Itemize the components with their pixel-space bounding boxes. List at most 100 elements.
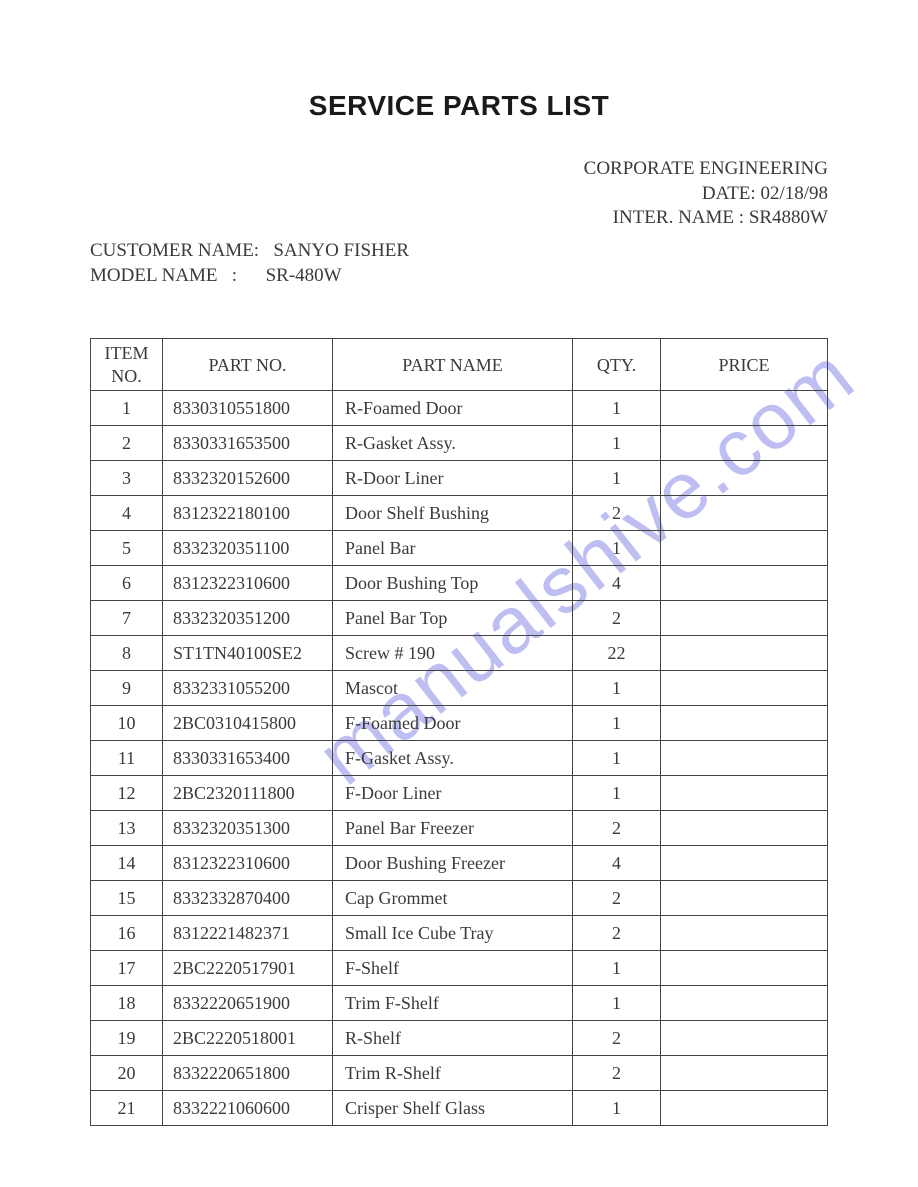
cell-part-name: Trim F-Shelf xyxy=(333,986,573,1021)
corporate-line: CORPORATE ENGINEERING xyxy=(90,157,828,182)
cell-qty: 2 xyxy=(573,496,661,531)
cell-part-name: Door Bushing Top xyxy=(333,566,573,601)
cell-price xyxy=(661,566,828,601)
col-header-qty: QTY. xyxy=(573,339,661,391)
cell-item-no: 4 xyxy=(91,496,163,531)
cell-part-no: 8332220651900 xyxy=(163,986,333,1021)
cell-price xyxy=(661,811,828,846)
cell-item-no: 15 xyxy=(91,881,163,916)
cell-price xyxy=(661,1056,828,1091)
cell-price xyxy=(661,531,828,566)
cell-part-name: F-Foamed Door xyxy=(333,706,573,741)
table-row: 118330331653400F-Gasket Assy.1 xyxy=(91,741,828,776)
cell-item-no: 7 xyxy=(91,601,163,636)
table-row: 188332220651900Trim F-Shelf1 xyxy=(91,986,828,1021)
cell-price xyxy=(661,776,828,811)
cell-qty: 1 xyxy=(573,741,661,776)
cell-part-no: 8330331653500 xyxy=(163,426,333,461)
cell-price xyxy=(661,881,828,916)
cell-item-no: 10 xyxy=(91,706,163,741)
cell-part-no: 8312322310600 xyxy=(163,846,333,881)
cell-price xyxy=(661,1021,828,1056)
table-row: 192BC2220518001R-Shelf2 xyxy=(91,1021,828,1056)
cell-item-no: 9 xyxy=(91,671,163,706)
cell-part-name: F-Door Liner xyxy=(333,776,573,811)
table-row: 208332220651800Trim R-Shelf2 xyxy=(91,1056,828,1091)
cell-price xyxy=(661,846,828,881)
table-row: 102BC0310415800F-Foamed Door1 xyxy=(91,706,828,741)
table-row: 68312322310600Door Bushing Top4 xyxy=(91,566,828,601)
cell-part-name: R-Door Liner xyxy=(333,461,573,496)
cell-part-name: Panel Bar Freezer xyxy=(333,811,573,846)
cell-qty: 2 xyxy=(573,881,661,916)
cell-price xyxy=(661,636,828,671)
cell-item-no: 12 xyxy=(91,776,163,811)
customer-name-line: CUSTOMER NAME: SANYO FISHER xyxy=(90,239,828,264)
cell-part-name: Crisper Shelf Glass xyxy=(333,1091,573,1126)
cell-item-no: 3 xyxy=(91,461,163,496)
table-row: 138332320351300Panel Bar Freezer2 xyxy=(91,811,828,846)
cell-price xyxy=(661,601,828,636)
cell-qty: 1 xyxy=(573,776,661,811)
table-row: 172BC2220517901F-Shelf1 xyxy=(91,951,828,986)
cell-qty: 2 xyxy=(573,811,661,846)
cell-item-no: 18 xyxy=(91,986,163,1021)
cell-part-name: Door Shelf Bushing xyxy=(333,496,573,531)
inter-name-label: INTER. NAME : xyxy=(613,207,744,228)
cell-item-no: 13 xyxy=(91,811,163,846)
cell-part-no: 2BC2220517901 xyxy=(163,951,333,986)
customer-name-value: SANYO FISHER xyxy=(273,239,409,264)
cell-qty: 2 xyxy=(573,1021,661,1056)
inter-name-line: INTER. NAME : SR4880W xyxy=(90,206,828,231)
table-row: 168312221482371Small Ice Cube Tray2 xyxy=(91,916,828,951)
table-row: 78332320351200Panel Bar Top2 xyxy=(91,601,828,636)
col-header-price: PRICE xyxy=(661,339,828,391)
cell-part-no: 8332320351100 xyxy=(163,531,333,566)
cell-qty: 2 xyxy=(573,916,661,951)
cell-part-name: Door Bushing Freezer xyxy=(333,846,573,881)
date-value: 02/18/98 xyxy=(760,183,828,204)
cell-part-no: 2BC0310415800 xyxy=(163,706,333,741)
cell-qty: 1 xyxy=(573,951,661,986)
cell-part-no: 8332221060600 xyxy=(163,1091,333,1126)
cell-part-name: Panel Bar xyxy=(333,531,573,566)
header-right-block: CORPORATE ENGINEERING DATE: 02/18/98 INT… xyxy=(90,157,828,231)
cell-qty: 1 xyxy=(573,531,661,566)
cell-item-no: 6 xyxy=(91,566,163,601)
cell-part-no: 8330331653400 xyxy=(163,741,333,776)
model-name-line: MODEL NAME : SR-480W xyxy=(90,264,828,289)
cell-item-no: 5 xyxy=(91,531,163,566)
cell-part-no: 8332331055200 xyxy=(163,671,333,706)
cell-item-no: 11 xyxy=(91,741,163,776)
cell-price xyxy=(661,916,828,951)
cell-part-name: R-Shelf xyxy=(333,1021,573,1056)
cell-part-name: Panel Bar Top xyxy=(333,601,573,636)
cell-item-no: 17 xyxy=(91,951,163,986)
cell-part-no: 8312322310600 xyxy=(163,566,333,601)
cell-price xyxy=(661,951,828,986)
table-row: 48312322180100Door Shelf Bushing2 xyxy=(91,496,828,531)
cell-item-no: 20 xyxy=(91,1056,163,1091)
cell-price xyxy=(661,1091,828,1126)
cell-qty: 1 xyxy=(573,391,661,426)
cell-part-no: 8332320351300 xyxy=(163,811,333,846)
cell-part-name: F-Gasket Assy. xyxy=(333,741,573,776)
cell-part-name: Screw # 190 xyxy=(333,636,573,671)
cell-qty: 4 xyxy=(573,846,661,881)
cell-part-no: 8330310551800 xyxy=(163,391,333,426)
document-title: SERVICE PARTS LIST xyxy=(90,90,828,122)
cell-part-name: Small Ice Cube Tray xyxy=(333,916,573,951)
cell-qty: 4 xyxy=(573,566,661,601)
cell-part-no: 8332332870400 xyxy=(163,881,333,916)
cell-qty: 1 xyxy=(573,426,661,461)
inter-name-value: SR4880W xyxy=(749,207,828,228)
table-row: 58332320351100Panel Bar1 xyxy=(91,531,828,566)
cell-price xyxy=(661,426,828,461)
date-label: DATE: xyxy=(702,183,756,204)
cell-item-no: 8 xyxy=(91,636,163,671)
cell-item-no: 14 xyxy=(91,846,163,881)
model-name-value: SR-480W xyxy=(266,264,342,289)
table-row: 98332331055200Mascot1 xyxy=(91,671,828,706)
cell-price xyxy=(661,461,828,496)
parts-table: ITEM NO. PART NO. PART NAME QTY. PRICE 1… xyxy=(90,338,828,1126)
